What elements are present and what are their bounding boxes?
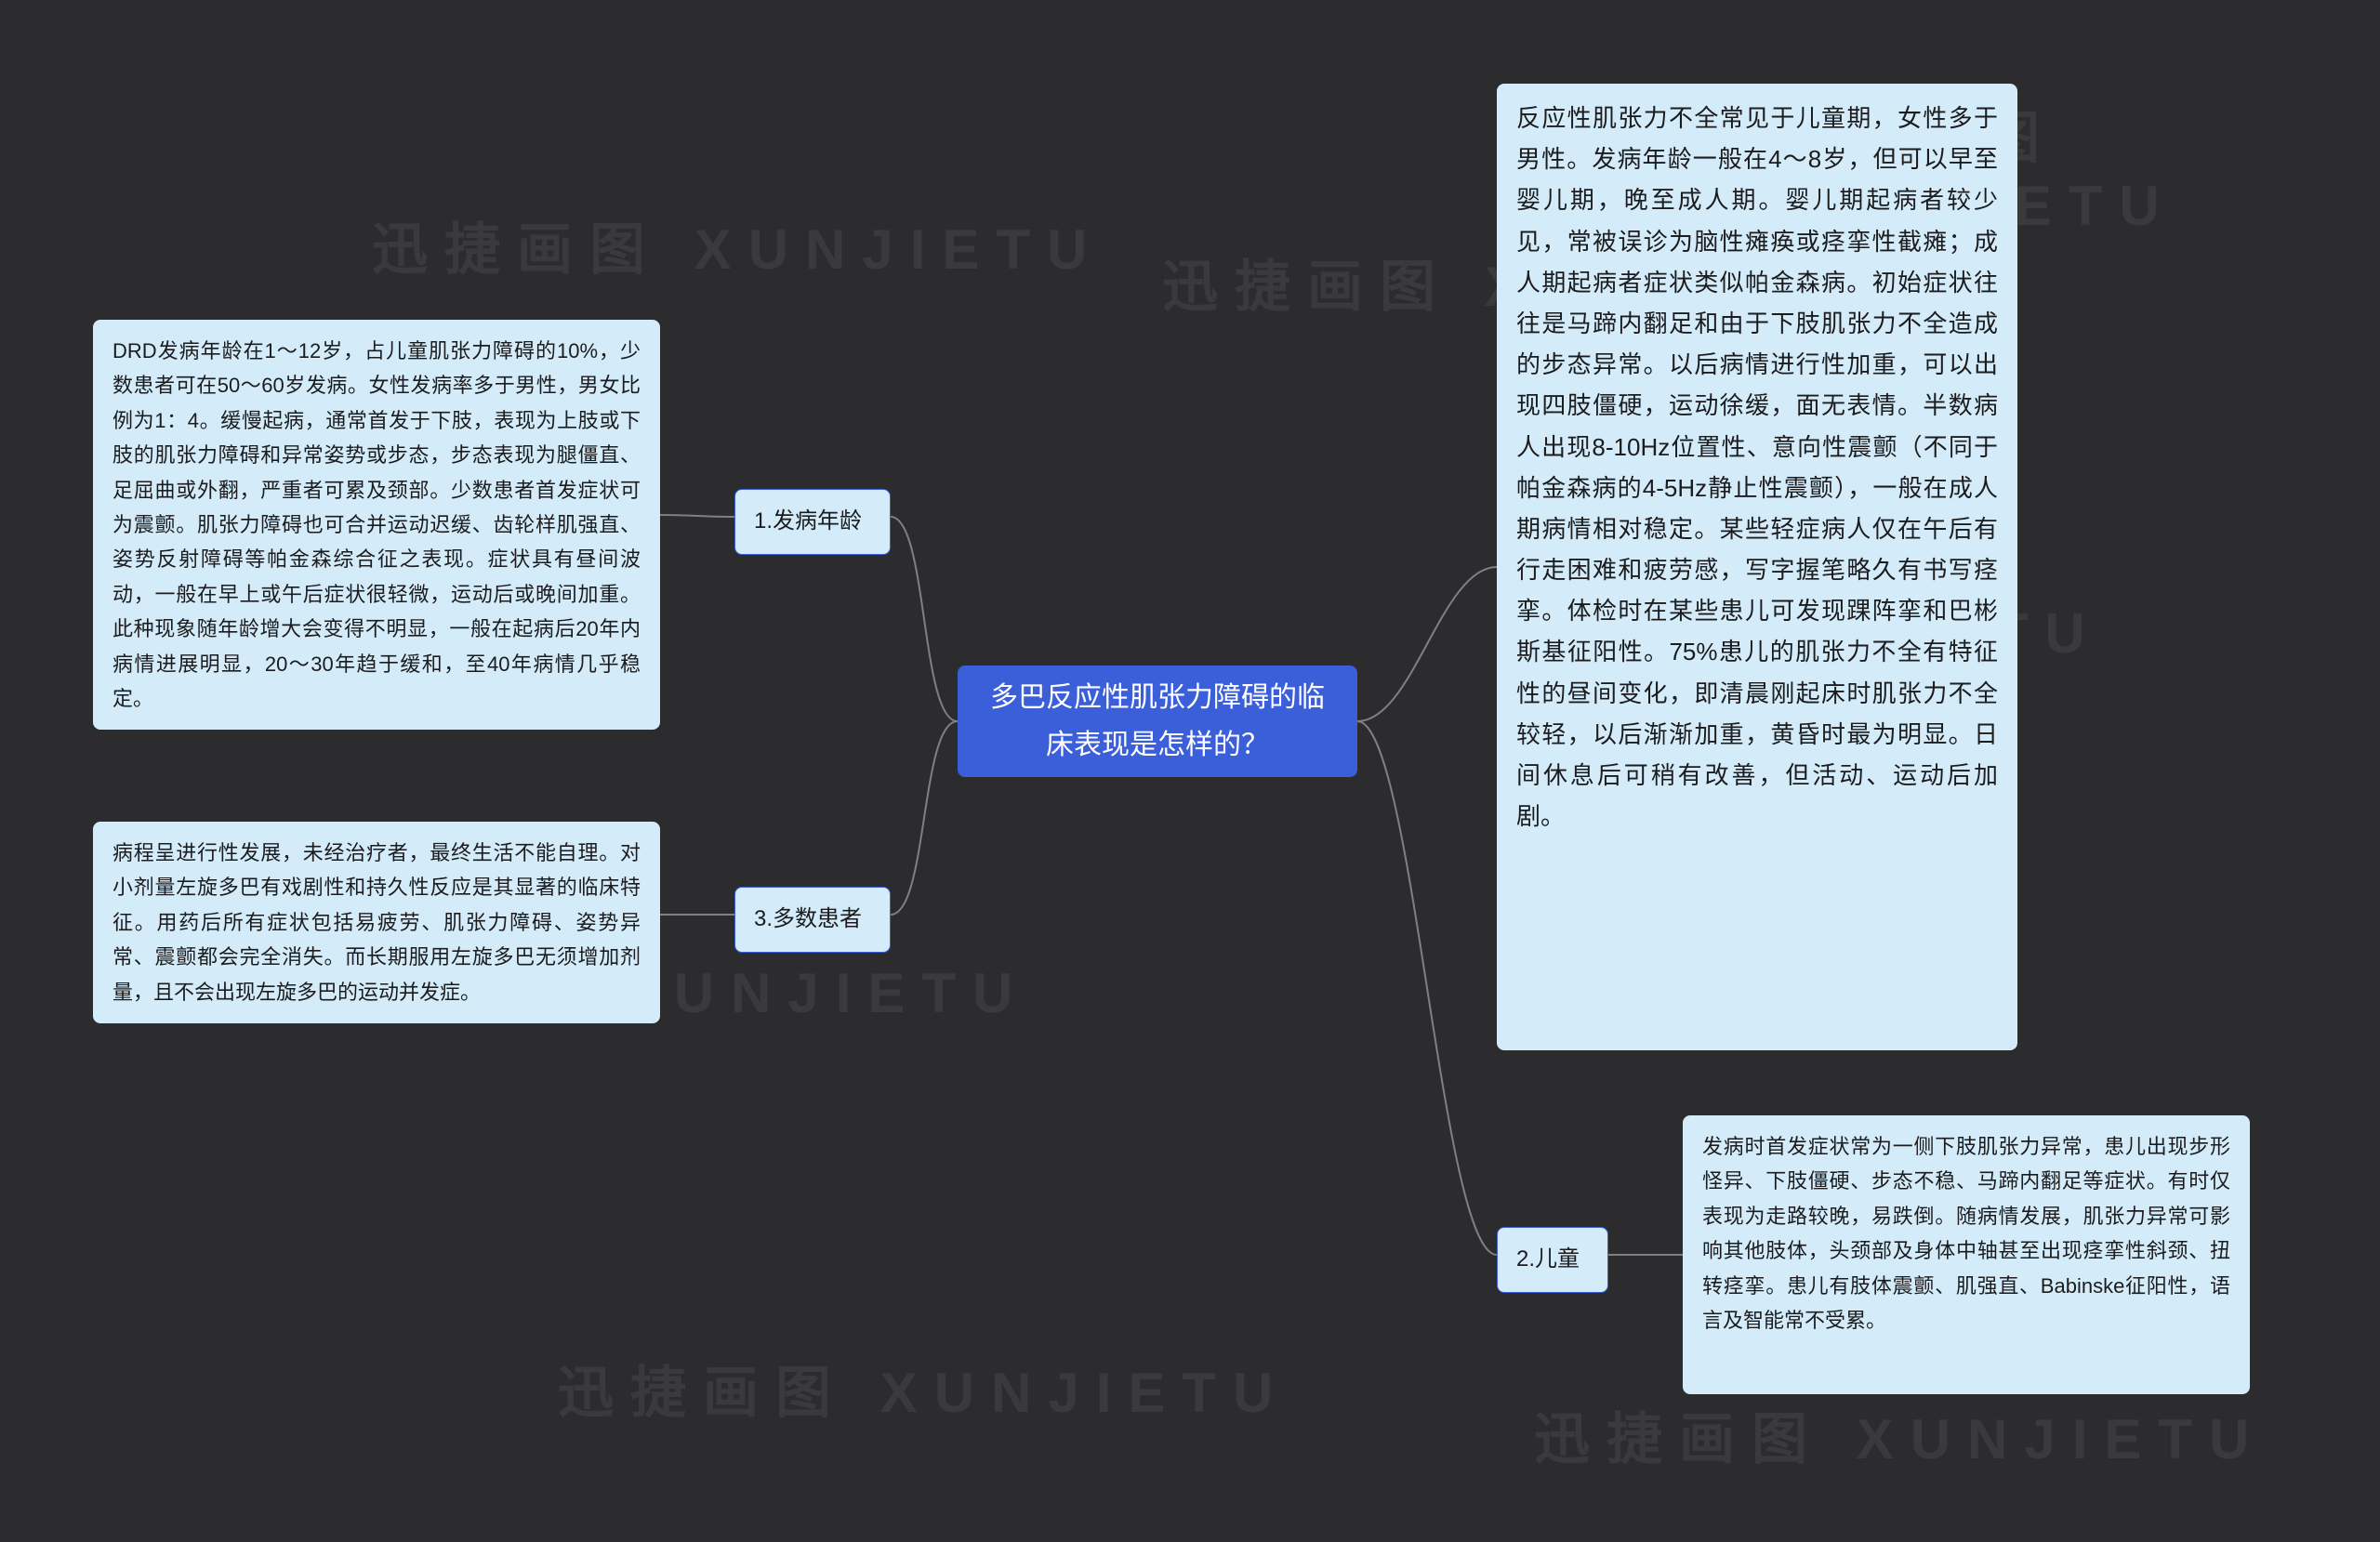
detail-b3: 病程呈进行性发展，未经治疗者，最终生活不能自理。对小剂量左旋多巴有戏剧性和持久性…: [93, 822, 660, 1023]
detail-b2: 发病时首发症状常为一侧下肢肌张力异常，患儿出现步形怪异、下肢僵硬、步态不稳、马蹄…: [1683, 1115, 2250, 1394]
branch-b2: 2.儿童: [1497, 1227, 1608, 1293]
detail-text: DRD发病年龄在1～12岁，占儿童肌张力障碍的10%，少数患者可在50～60岁发…: [112, 339, 641, 710]
ghost-text: 迅捷画图 XUNJIETU: [372, 204, 1104, 285]
center-node-text: 多巴反应性肌张力障碍的临床表现是怎样的？: [977, 674, 1338, 769]
branch-label: 2.儿童: [1516, 1241, 1580, 1279]
branch-b3: 3.多数患者: [734, 887, 891, 953]
detail-text: 反应性肌张力不全常见于儿童期，女性多于男性。发病年龄一般在4～8岁，但可以早至婴…: [1516, 104, 1998, 830]
ghost-text: 迅捷画图 XUNJIETU: [1534, 1394, 2266, 1475]
detail-r1: 反应性肌张力不全常见于儿童期，女性多于男性。发病年龄一般在4～8岁，但可以早至婴…: [1497, 84, 2017, 1050]
branch-label: 3.多数患者: [754, 901, 862, 939]
branch-label: 1.发病年龄: [754, 503, 862, 541]
ghost-text: 迅捷画图 XUNJIETU: [558, 1348, 1289, 1429]
detail-text: 病程呈进行性发展，未经治疗者，最终生活不能自理。对小剂量左旋多巴有戏剧性和持久性…: [112, 841, 641, 1004]
branch-b1: 1.发病年龄: [734, 489, 891, 555]
detail-b1: DRD发病年龄在1～12岁，占儿童肌张力障碍的10%，少数患者可在50～60岁发…: [93, 320, 660, 730]
center-node: 多巴反应性肌张力障碍的临床表现是怎样的？: [958, 666, 1357, 777]
detail-text: 发病时首发症状常为一侧下肢肌张力异常，患儿出现步形怪异、下肢僵硬、步态不稳、马蹄…: [1702, 1135, 2230, 1332]
